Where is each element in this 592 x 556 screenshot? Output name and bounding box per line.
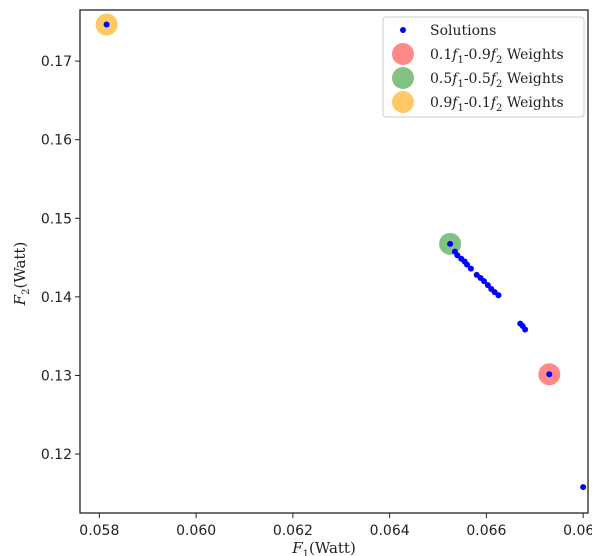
legend-marker-weight-2 — [392, 67, 414, 89]
solution-point — [454, 252, 461, 259]
legend-label-weight-1: 0.1f1-0.9f2 Weights — [430, 47, 564, 66]
solution-point — [480, 278, 487, 285]
y-axis-label: F2(Watt) — [11, 242, 32, 307]
x-tick-label: 0.062 — [273, 523, 313, 539]
legend-marker-weight-1 — [392, 43, 414, 65]
solution-point — [464, 261, 471, 268]
x-tick-label: 0.066 — [466, 523, 506, 539]
legend-label-solutions: Solutions — [430, 23, 496, 39]
x-tick-label: 0.064 — [370, 523, 410, 539]
solution-point — [546, 371, 553, 378]
legend-label-weight-3: 0.9f1-0.1f2 Weights — [430, 95, 564, 114]
solution-point — [522, 326, 529, 333]
x-tick-label: 0.058 — [79, 523, 119, 539]
y-axis-title: F2(Watt) — [11, 242, 32, 307]
solution-point — [467, 265, 474, 272]
solution-point — [103, 21, 110, 28]
legend-box — [382, 16, 585, 118]
y-axis-ticks: 0.12 0.13 0.14 0.15 0.16 0.17 — [41, 54, 80, 463]
y-tick-label: 0.17 — [41, 54, 72, 70]
solution-point — [495, 292, 502, 299]
solution-point — [484, 282, 491, 289]
y-tick-label: 0.16 — [41, 133, 72, 149]
x-axis-label: F1(Watt) — [291, 539, 356, 556]
legend-marker-solutions — [400, 27, 406, 33]
solution-point — [580, 484, 587, 491]
solution-point — [447, 240, 454, 247]
x-tick-label: 0.068 — [563, 523, 592, 539]
x-tick-label: 0.060 — [176, 523, 216, 539]
y-tick-label: 0.13 — [41, 368, 72, 384]
legend: Solutions 0.1f1-0.9f2 Weights 0.5f1-0.5f2 … — [382, 16, 585, 118]
plot-marks — [95, 13, 587, 491]
legend-label-weight-2: 0.5f1-0.5f2 Weights — [430, 71, 564, 90]
y-tick-label: 0.12 — [41, 447, 72, 463]
legend-marker-weight-3 — [392, 91, 414, 113]
y-tick-label: 0.14 — [41, 290, 72, 306]
x-axis-ticks: 0.058 0.060 0.062 0.064 0.066 0.068 — [79, 513, 592, 539]
plot-frame — [79, 9, 589, 514]
y-tick-label: 0.15 — [41, 211, 72, 227]
x-axis-title: F1(Watt) — [291, 539, 356, 556]
